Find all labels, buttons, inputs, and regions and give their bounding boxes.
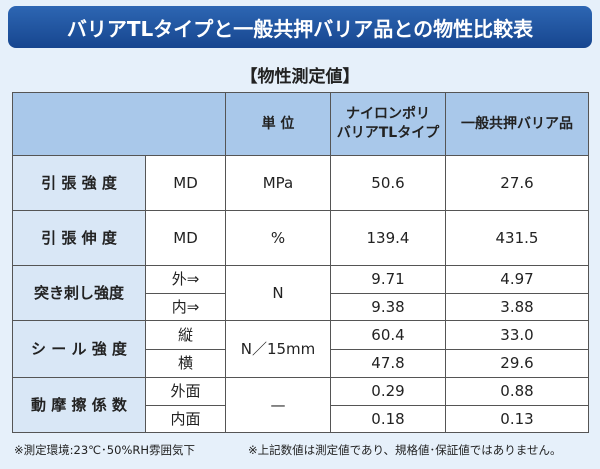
cell-text: 横 [177, 354, 193, 373]
cell-text: シ ー ル 強 度 [31, 339, 127, 358]
cell-text: 47.8 [371, 354, 405, 373]
value-cell: 139.4 [330, 210, 446, 266]
cell-text: 9.71 [371, 270, 405, 289]
row-label: シ ー ル 強 度 [12, 320, 146, 378]
cell-text: 単 位 [261, 115, 295, 132]
cell-text: 29.6 [500, 354, 534, 373]
cell-text: 0.18 [371, 409, 405, 428]
cell-text: 3.88 [500, 297, 534, 316]
unit-cell: — [225, 377, 331, 433]
sub-label: 内⇒ [145, 292, 226, 321]
value-cell: 27.6 [445, 155, 589, 211]
sub-label: 縦 [145, 320, 226, 350]
cell-text: 引 張 強 度 [41, 173, 117, 192]
value-cell: 29.6 [445, 348, 589, 378]
cell-text: 50.6 [371, 173, 405, 192]
cell-text: 0.88 [500, 382, 534, 401]
sub-label: 外⇒ [145, 265, 226, 294]
cell-text: 60.4 [371, 325, 405, 344]
unit-cell: N [225, 265, 331, 321]
cell-text: N／15mm [240, 339, 316, 358]
unit-cell: MPa [225, 155, 331, 211]
row-label: 引 張 強 度 [12, 155, 146, 211]
cell-text: 431.5 [495, 228, 539, 247]
footnote: ※上記数値は測定値であり、規格値･保証値ではありません。 [248, 443, 562, 457]
cell-text: 動 摩 擦 係 数 [31, 395, 127, 414]
value-cell: 9.38 [330, 292, 446, 321]
sub-label: 外面 [145, 377, 226, 406]
value-cell: 0.88 [445, 377, 589, 406]
value-cell: 33.0 [445, 320, 589, 350]
cell-text: ナイロンポリ [346, 106, 430, 123]
unit-cell: % [225, 210, 331, 266]
cell-text: MD [173, 173, 198, 192]
cell-text: 縦 [177, 325, 193, 344]
value-cell: 50.6 [330, 155, 446, 211]
cell-text: 突き刺し強度 [33, 283, 124, 302]
cell-text: 4.97 [500, 270, 534, 289]
value-cell: 47.8 [330, 348, 446, 378]
value-cell: 0.29 [330, 377, 446, 406]
cell-text: MPa [262, 173, 294, 192]
value-cell: 431.5 [445, 210, 589, 266]
footnote: ※測定環境:23℃･50%RH雰囲気下 [14, 443, 196, 457]
cell-text: 33.0 [500, 325, 534, 344]
unit-cell: N／15mm [225, 320, 331, 378]
cell-text: MD [173, 228, 198, 247]
cell-text: バリアTLタイプ [336, 125, 440, 141]
cell-text: 内⇒ [171, 297, 200, 316]
sub-label: 横 [145, 348, 226, 378]
value-cell: 4.97 [445, 265, 589, 294]
subtitle: 【物性測定値】 [240, 67, 360, 87]
row-label: 動 摩 擦 係 数 [12, 377, 146, 433]
cell-text: N [272, 283, 284, 302]
value-cell: 3.88 [445, 292, 589, 321]
cell-text: 内面 [170, 409, 201, 428]
header-cell: ナイロンポリ バリアTLタイプ [330, 92, 446, 156]
title-banner: バリアTLタイプと一般共押バリア品との物性比較表 [8, 6, 592, 48]
value-cell: 0.18 [330, 404, 446, 433]
cell-text: — [270, 395, 286, 414]
cell-text: 外⇒ [171, 270, 200, 289]
row-label: 突き刺し強度 [12, 265, 146, 321]
cell-text: % [270, 228, 286, 247]
cell-text: 0.29 [371, 382, 405, 401]
cell-text: 一般共押バリア品 [461, 115, 573, 132]
sub-label: 内面 [145, 404, 226, 433]
value-cell: 60.4 [330, 320, 446, 350]
cell-text: 引 張 伸 度 [41, 228, 117, 247]
header-cell: 一般共押バリア品 [445, 92, 589, 156]
header-cell [12, 92, 226, 156]
value-cell: 0.13 [445, 404, 589, 433]
row-label: 引 張 伸 度 [12, 210, 146, 266]
value-cell: 9.71 [330, 265, 446, 294]
sub-label: MD [145, 155, 226, 211]
cell-text: 9.38 [371, 297, 405, 316]
sub-label: MD [145, 210, 226, 266]
cell-text: 139.4 [366, 228, 410, 247]
cell-text: 外面 [170, 382, 201, 401]
cell-text: 27.6 [500, 173, 534, 192]
cell-text: 0.13 [500, 409, 534, 428]
header-cell: 単 位 [225, 92, 331, 156]
